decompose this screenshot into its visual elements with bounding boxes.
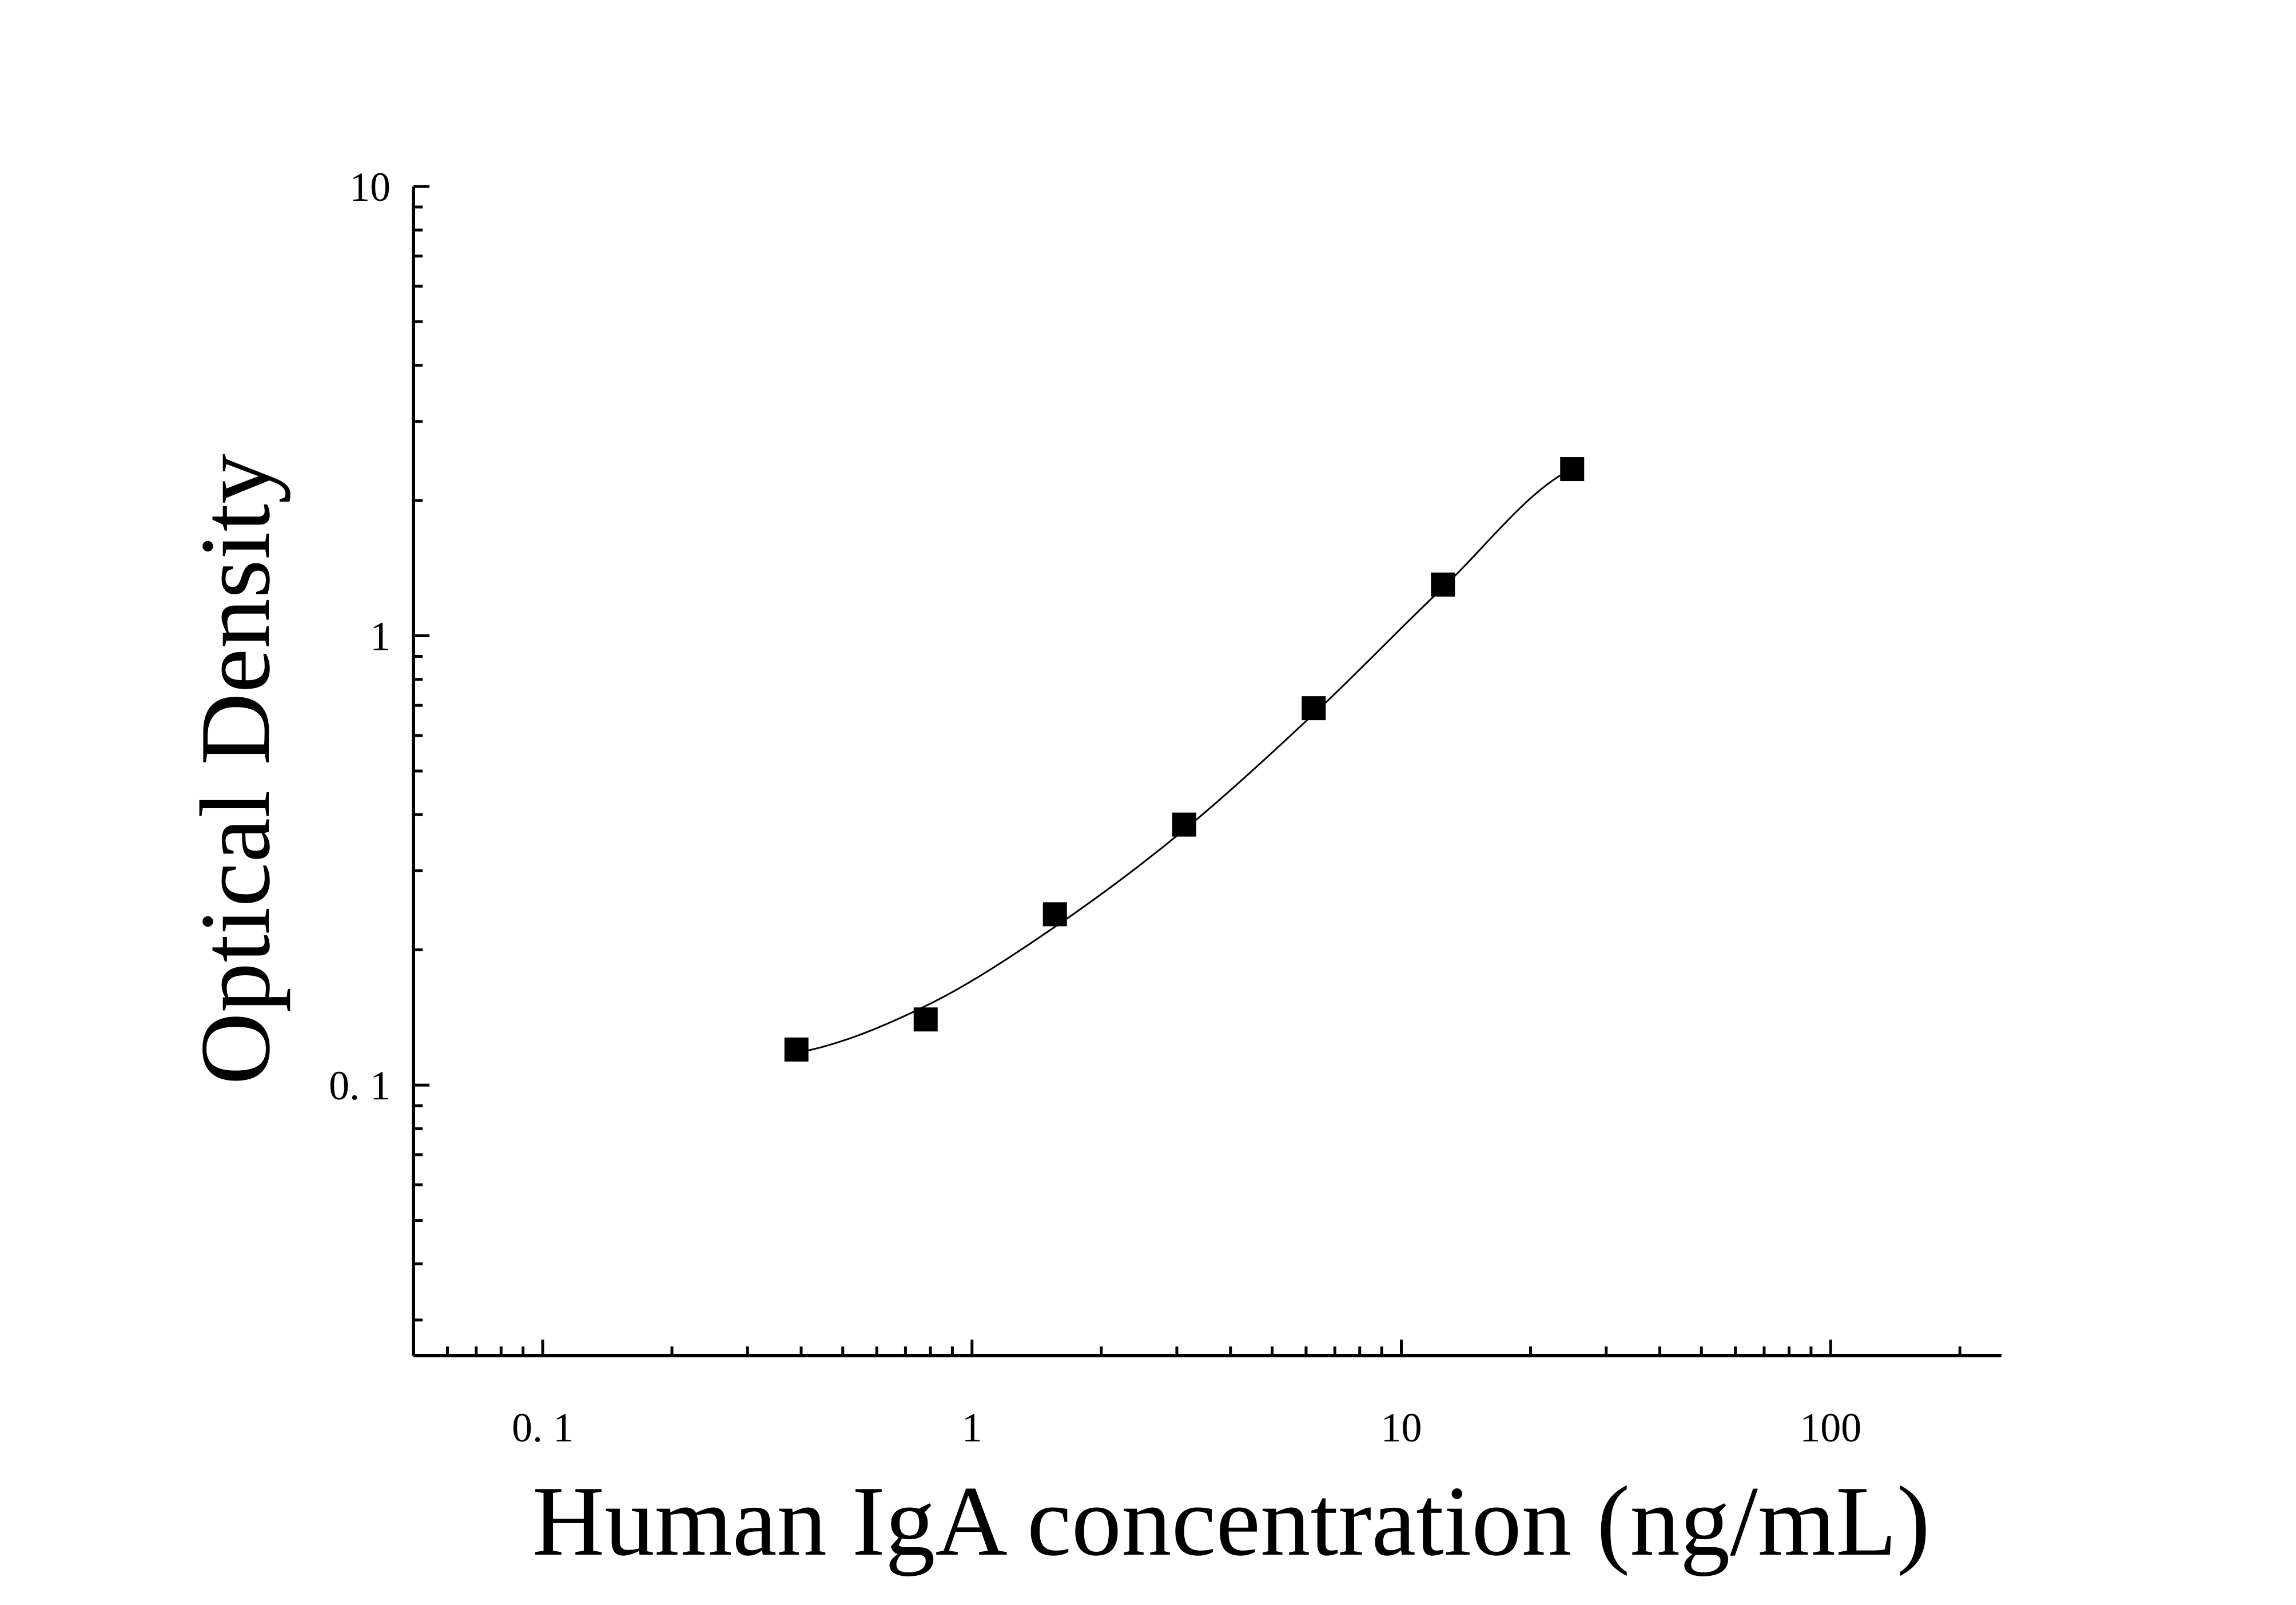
- fit-curve: [796, 468, 1573, 1054]
- data-points: [784, 457, 1585, 1062]
- data-point: [1431, 573, 1455, 597]
- data-point: [784, 1037, 809, 1062]
- x-tick-label: 0. 1: [512, 1405, 574, 1451]
- x-axis-title: Human IgA concentration (ng/mL): [532, 1465, 1930, 1576]
- y-tick-label: 10: [349, 164, 391, 210]
- data-point: [1042, 902, 1067, 927]
- data-point: [1302, 696, 1326, 721]
- data-point: [1172, 812, 1196, 837]
- data-point: [1560, 457, 1585, 482]
- y-tick-label: 0. 1: [329, 1063, 391, 1109]
- x-tick-label: 10: [1380, 1405, 1422, 1451]
- y-axis-title: Optical Density: [180, 454, 291, 1084]
- x-tick-label: 1: [962, 1405, 982, 1451]
- x-axis: 0. 1 1 10 100: [412, 1340, 2001, 1451]
- y-tick-label: 1: [370, 614, 391, 660]
- data-point: [913, 1007, 938, 1032]
- y-axis: 0. 1 1 10: [329, 164, 429, 1356]
- x-tick-label: 100: [1800, 1405, 1861, 1451]
